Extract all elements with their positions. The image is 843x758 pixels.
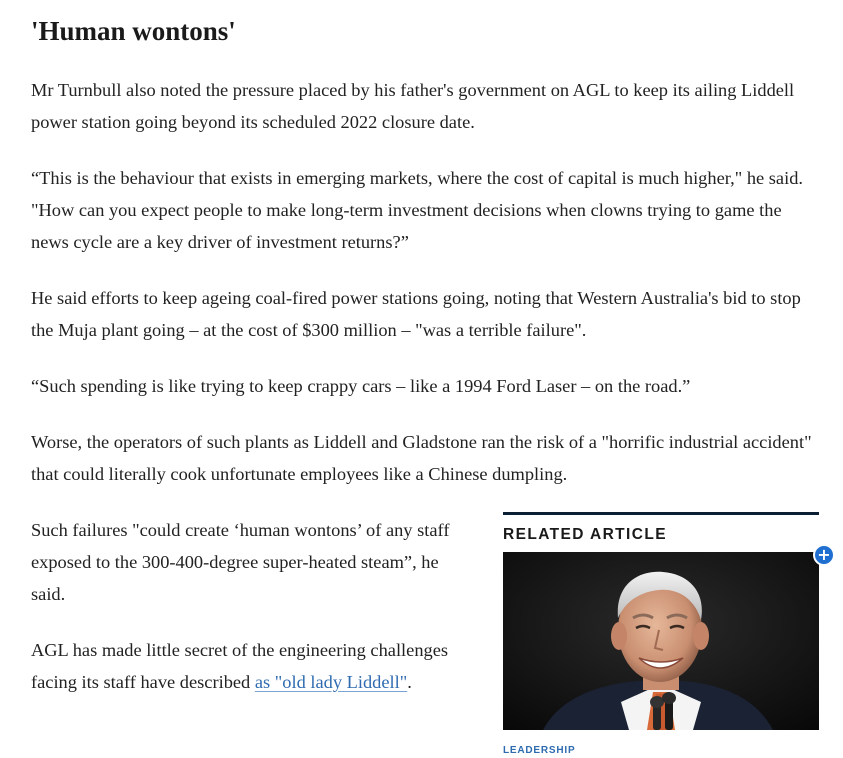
related-article-category[interactable]: LEADERSHIP bbox=[503, 745, 576, 756]
related-article-photo[interactable] bbox=[503, 552, 819, 730]
paragraph: Worse, the operators of such plants as L… bbox=[31, 432, 812, 484]
section-heading: 'Human wontons' bbox=[31, 16, 236, 46]
paragraph: “Such spending is like trying to keep cr… bbox=[31, 376, 691, 396]
related-article-title: RELATED ARTICLE bbox=[503, 526, 667, 543]
paragraph-text: AGL has made little secret of the engine… bbox=[31, 640, 449, 692]
paragraph-text: . bbox=[407, 672, 412, 692]
plus-icon[interactable]: + bbox=[813, 544, 835, 566]
paragraph: Mr Turnbull also noted the pressure plac… bbox=[31, 80, 795, 132]
paragraph: Such failures "could create ‘human wonto… bbox=[31, 520, 450, 604]
paragraph: He said efforts to keep ageing coal-fire… bbox=[31, 288, 801, 340]
portrait-image bbox=[503, 552, 819, 730]
paragraph: “This is the behaviour that exists in em… bbox=[31, 168, 803, 252]
paragraph: AGL has made little secret of the engine… bbox=[31, 634, 471, 698]
related-article-card[interactable]: RELATED ARTICLE bbox=[503, 512, 819, 730]
old-lady-liddell-link[interactable]: as "old lady Liddell" bbox=[254, 672, 408, 692]
